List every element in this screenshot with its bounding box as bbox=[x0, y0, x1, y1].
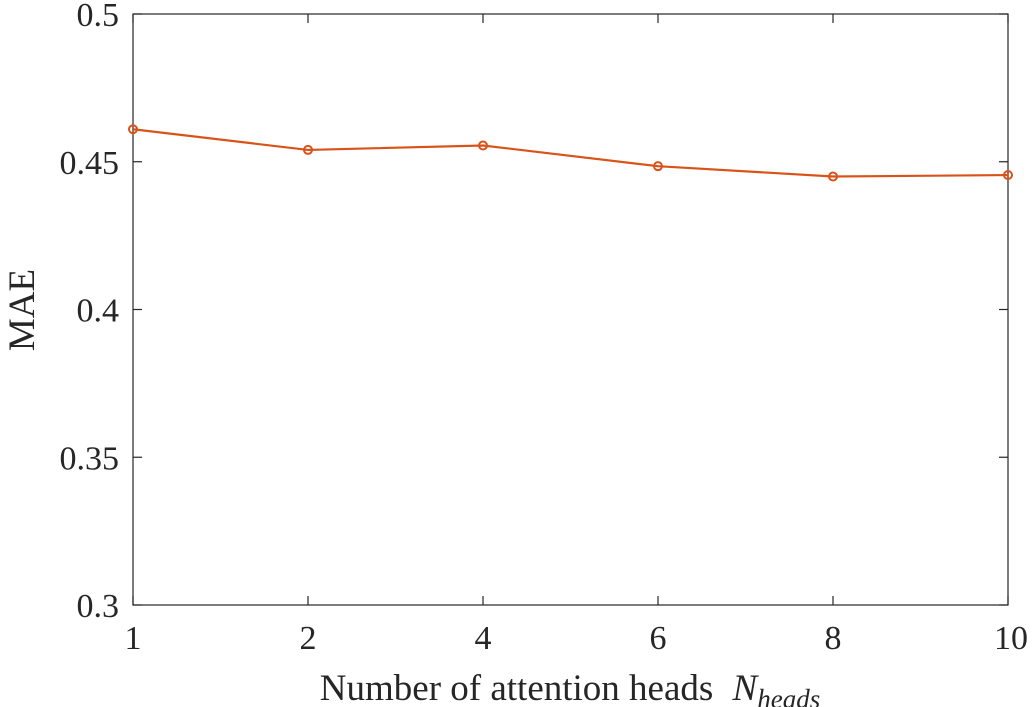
x-axis-title-sub: heads bbox=[757, 684, 820, 707]
data-point bbox=[128, 124, 138, 135]
series-layer bbox=[128, 124, 1013, 182]
x-tick-label: 10 bbox=[994, 620, 1028, 657]
x-axis-title-var: N bbox=[732, 668, 760, 707]
y-tick-label: 0.3 bbox=[77, 588, 120, 625]
x-axis-title: Number of attention heads Nheads bbox=[320, 668, 820, 707]
data-point bbox=[478, 140, 488, 151]
x-tick-label: 1 bbox=[125, 620, 142, 657]
series-line bbox=[132, 128, 1009, 178]
y-tick-label: 0.45 bbox=[60, 145, 120, 182]
y-tick-label: 0.5 bbox=[77, 0, 120, 34]
y-tick-label: 0.4 bbox=[77, 293, 120, 330]
x-tick-label: 2 bbox=[300, 620, 317, 657]
data-point bbox=[1003, 170, 1013, 181]
x-tick-label: 6 bbox=[650, 620, 667, 657]
y-axis: 0.3 0.35 0.4 0.45 0.5 bbox=[60, 0, 1008, 625]
data-point bbox=[828, 171, 838, 182]
plot-area bbox=[132, 13, 1009, 606]
x-tick-label: 8 bbox=[825, 620, 842, 657]
y-axis-title: MAE bbox=[2, 269, 43, 351]
x-axis-title-text: Number of attention heads bbox=[320, 668, 714, 707]
y-tick-label: 0.35 bbox=[60, 440, 120, 477]
data-point bbox=[653, 161, 663, 172]
data-point bbox=[303, 144, 313, 155]
x-axis: 1 2 4 6 8 10 bbox=[125, 14, 1028, 657]
x-tick-label: 4 bbox=[475, 620, 492, 657]
